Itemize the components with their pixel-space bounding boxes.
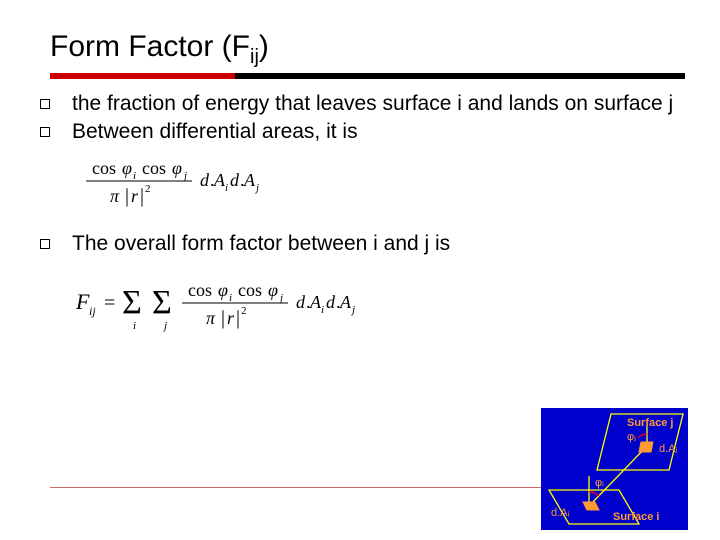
title-area: Form Factor (Fij) [50, 30, 680, 69]
bullet-marker [40, 127, 50, 137]
title-sub: ij [250, 46, 259, 68]
svg-text:d: d [296, 292, 306, 312]
svg-text:φ: φ [122, 158, 132, 178]
svg-text:d: d [230, 170, 240, 190]
label-phii: φᵢ [595, 477, 604, 489]
svg-text:ij: ij [89, 304, 96, 318]
svg-text:d: d [326, 292, 336, 312]
bullet-text: The overall form factor between i and j … [72, 231, 450, 257]
bullet-text: the fraction of energy that leaves surfa… [72, 91, 673, 117]
svg-text:cos: cos [92, 158, 116, 178]
svg-text:π: π [206, 308, 216, 328]
underline-red [50, 73, 235, 79]
bullet-item: The overall form factor between i and j … [40, 231, 680, 257]
label-daj: d.Aⱼ [659, 443, 678, 455]
svg-text:i: i [229, 292, 232, 304]
surfaces-diagram: Surface j Surface i d.Aⱼ d.Aᵢ φⱼ φᵢ [541, 408, 688, 530]
svg-text:π: π [110, 186, 120, 206]
differential-formula: cos φ i cos φ j π | r | 2 d . A i d . A … [80, 154, 680, 209]
svg-text:φ: φ [218, 280, 228, 300]
svg-text:|: | [236, 307, 240, 329]
svg-text:|: | [221, 307, 225, 329]
svg-text:A: A [243, 170, 256, 190]
bullet-marker [40, 99, 50, 109]
svg-text:i: i [133, 320, 136, 332]
svg-text:=: = [104, 292, 115, 314]
svg-text:Σ: Σ [122, 284, 142, 321]
svg-text:|: | [125, 185, 129, 207]
svg-text:F: F [75, 289, 90, 314]
svg-text:A: A [339, 292, 352, 312]
svg-text:Σ: Σ [152, 284, 172, 321]
slide-title: Form Factor (Fij) [50, 30, 680, 69]
svg-text:j: j [182, 170, 187, 182]
title-pre: Form Factor (F [50, 30, 250, 63]
svg-text:φ: φ [268, 280, 278, 300]
label-phij: φⱼ [627, 431, 636, 443]
overall-formula: F ij = Σ i Σ j cos φ i cos φ j π | r | 2… [70, 271, 680, 336]
svg-text:cos: cos [188, 280, 212, 300]
svg-text:i: i [133, 170, 136, 182]
svg-text:j: j [162, 320, 167, 332]
svg-text:cos: cos [238, 280, 262, 300]
svg-text:d: d [200, 170, 210, 190]
slide: Form Factor (Fij) the fraction of energy… [0, 0, 720, 540]
svg-text:cos: cos [142, 158, 166, 178]
svg-text:2: 2 [241, 305, 247, 317]
bullet-item: Between differential areas, it is [40, 119, 680, 145]
bullet-marker [40, 239, 50, 249]
label-surface-j: Surface j [627, 417, 673, 429]
label-dai: d.Aᵢ [551, 507, 570, 519]
svg-text:j: j [278, 292, 283, 304]
svg-text:|: | [140, 185, 144, 207]
svg-text:φ: φ [172, 158, 182, 178]
bullet-text: Between differential areas, it is [72, 119, 358, 145]
label-surface-i: Surface i [613, 511, 659, 523]
bullet-list: the fraction of energy that leaves surfa… [40, 91, 680, 336]
svg-text:i: i [225, 182, 228, 194]
title-post: ) [259, 30, 269, 63]
svg-text:2: 2 [145, 183, 151, 195]
bullet-item: the fraction of energy that leaves surfa… [40, 91, 680, 117]
title-underline [50, 73, 685, 79]
underline-black [235, 73, 685, 79]
svg-text:r: r [131, 186, 139, 206]
svg-text:r: r [227, 308, 235, 328]
svg-text:i: i [321, 304, 324, 316]
